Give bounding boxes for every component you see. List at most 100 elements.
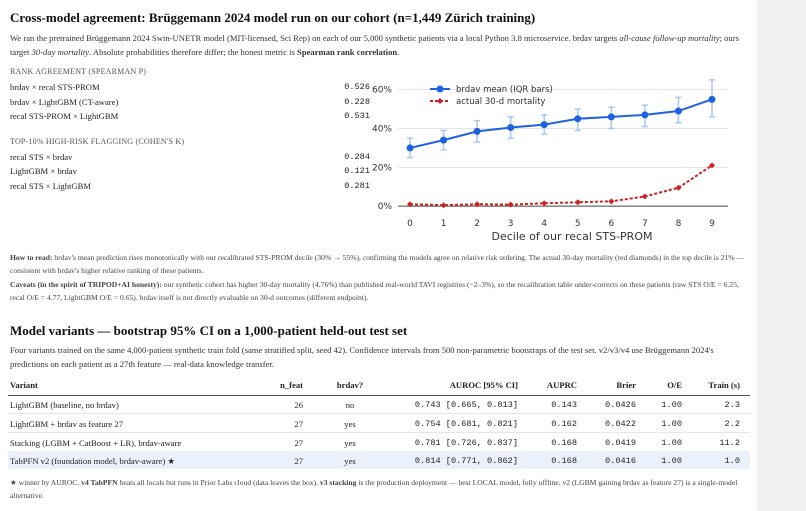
table-caption: TOP-10% HIGH-RISK FLAGGING (COHEN'S Κ) bbox=[10, 136, 185, 146]
scrollbar-track bbox=[757, 0, 806, 511]
series-line bbox=[409, 164, 713, 207]
variants-intro: Four variants trained on the same 4,000-… bbox=[10, 345, 714, 369]
x-tick-label: 8 bbox=[676, 219, 682, 229]
text: . bbox=[397, 47, 400, 57]
table-cell: 0.143 bbox=[551, 400, 577, 410]
y-tick-label: 60% bbox=[372, 86, 392, 96]
table-cell: 0.162 bbox=[551, 419, 577, 429]
table-cell: TabPFN v2 (foundation model, brdav-aware… bbox=[10, 456, 176, 466]
table-cell: LightGBM (baseline, no brdav) bbox=[10, 400, 119, 410]
table-cell: 0.0426 bbox=[605, 400, 636, 410]
table-cell: 27 bbox=[294, 419, 303, 429]
legend-label: actual 30-d mortality bbox=[456, 97, 545, 107]
row-highlight bbox=[8, 451, 750, 469]
column-header: AUPRC bbox=[546, 380, 577, 390]
table-cell: 27 bbox=[294, 438, 303, 448]
table-cell: 0.743 [0.665, 0.813] bbox=[414, 400, 518, 410]
table-cell: yes bbox=[344, 456, 356, 466]
x-tick-label: 6 bbox=[608, 219, 614, 229]
text: How to read: bbox=[10, 253, 53, 262]
row-value: 0.121 bbox=[344, 166, 370, 176]
table-cell: LightGBM + brdav as feature 27 bbox=[10, 419, 123, 429]
row-label: recal STS-PROM × LightGBM bbox=[10, 111, 119, 121]
chart: Decile of our recal STS-PROM 0% 20% 40% 60%… bbox=[372, 79, 728, 243]
y-tick-label: 0% bbox=[378, 202, 393, 212]
table-cell: 1.00 bbox=[661, 456, 682, 466]
marker bbox=[674, 107, 682, 115]
x-tick-label: 5 bbox=[575, 219, 581, 229]
table-cell: Stacking (LGBM + CatBoost + LR), brdav-a… bbox=[10, 438, 182, 448]
table-rule bbox=[8, 395, 750, 396]
x-tick-label: 9 bbox=[709, 219, 715, 229]
column-header: n_feat bbox=[280, 380, 303, 390]
text: Caveats (in the spirit of TRIPOD+AI hone… bbox=[10, 280, 162, 289]
how-to-read: How to read: brdav's mean prediction ris… bbox=[10, 252, 750, 277]
table-cell: 2.3 bbox=[724, 400, 740, 410]
row-label: recal STS × brdav bbox=[10, 151, 73, 162]
column-header: Train (s) bbox=[708, 380, 740, 390]
marker bbox=[675, 184, 682, 191]
marker bbox=[440, 202, 447, 209]
x-tick-label: 1 bbox=[441, 219, 447, 229]
y-tick-label: 40% bbox=[372, 124, 392, 134]
marker bbox=[608, 198, 615, 205]
caveats: Caveats (in the spirit of TRIPOD+AI hone… bbox=[10, 279, 750, 304]
marker bbox=[574, 115, 582, 123]
x-tick-label: 0 bbox=[407, 219, 413, 229]
table-cell: 0.814 [0.771, 0.862] bbox=[414, 456, 518, 466]
text: ★ winner by AUROC. bbox=[10, 478, 82, 487]
text: 30-day mortality bbox=[31, 47, 90, 57]
table-cell: 1.00 bbox=[661, 419, 682, 429]
legend-marker bbox=[436, 85, 444, 93]
table-cell: 26 bbox=[294, 400, 303, 410]
marker bbox=[473, 127, 481, 135]
marker bbox=[641, 193, 648, 200]
legend-marker bbox=[437, 98, 443, 104]
table-cell: 0.781 [0.726, 0.837] bbox=[414, 438, 518, 448]
text: is the production deployment — best LOCA… bbox=[10, 478, 738, 500]
table-cell: 11.2 bbox=[719, 438, 740, 448]
text: ; ours target bbox=[10, 33, 739, 57]
marker bbox=[407, 201, 413, 208]
marker bbox=[641, 111, 649, 119]
marker bbox=[541, 200, 548, 207]
text: We ran the pretrained Brüggemann 2024 Sw… bbox=[10, 33, 620, 43]
series-line bbox=[409, 98, 713, 149]
section-title: Cross-model agreement: Brüggemann 2024 m… bbox=[10, 10, 536, 25]
table-caption: RANK AGREEMENT (SPEARMAN Ρ) bbox=[10, 67, 147, 76]
table-cell: 1.0 bbox=[724, 456, 740, 466]
row-label: brdav × LightGBM (CT-aware) bbox=[10, 96, 119, 107]
x-tick-label: 7 bbox=[642, 219, 648, 229]
table-cell: 1.00 bbox=[661, 438, 682, 448]
table-cell: yes bbox=[344, 419, 356, 429]
marker bbox=[708, 95, 716, 103]
row-label: recal STS × LightGBM bbox=[10, 180, 91, 191]
text: our synthetic cohort has higher 30-day m… bbox=[10, 280, 739, 302]
text: beats all locals but runs in Prior Labs … bbox=[117, 478, 320, 487]
column-header: brdav? bbox=[336, 380, 364, 390]
column-header: AUROC [95% CI] bbox=[449, 380, 518, 390]
marker bbox=[607, 113, 615, 121]
marker bbox=[440, 136, 448, 144]
y-tick-label: 20% bbox=[372, 163, 392, 173]
x-axis-label: Decile of our recal STS-PROM bbox=[492, 230, 653, 243]
x-tick-label: 4 bbox=[541, 219, 547, 229]
x-tick-label: 3 bbox=[508, 219, 514, 229]
text: brdav's mean prediction rises monotonica… bbox=[10, 253, 745, 275]
text: . Absolute probabilities therefore diffe… bbox=[89, 47, 298, 57]
row-label: LightGBM × brdav bbox=[10, 166, 77, 176]
table-cell: 0.168 bbox=[551, 438, 577, 448]
column-header: Variant bbox=[10, 380, 38, 390]
marker bbox=[474, 201, 481, 208]
row-value: 0.526 bbox=[344, 82, 370, 92]
marker bbox=[406, 144, 414, 152]
table-cell: 0.0422 bbox=[605, 419, 636, 429]
table-cell: 0.754 [0.681, 0.821] bbox=[414, 419, 518, 429]
marker bbox=[540, 121, 548, 129]
marker bbox=[507, 124, 515, 132]
text: Spearman rank correlation bbox=[297, 47, 398, 57]
table-cell: no bbox=[345, 400, 355, 410]
table-cell: 2.2 bbox=[724, 419, 740, 429]
table-cell: 1.00 bbox=[661, 400, 682, 410]
